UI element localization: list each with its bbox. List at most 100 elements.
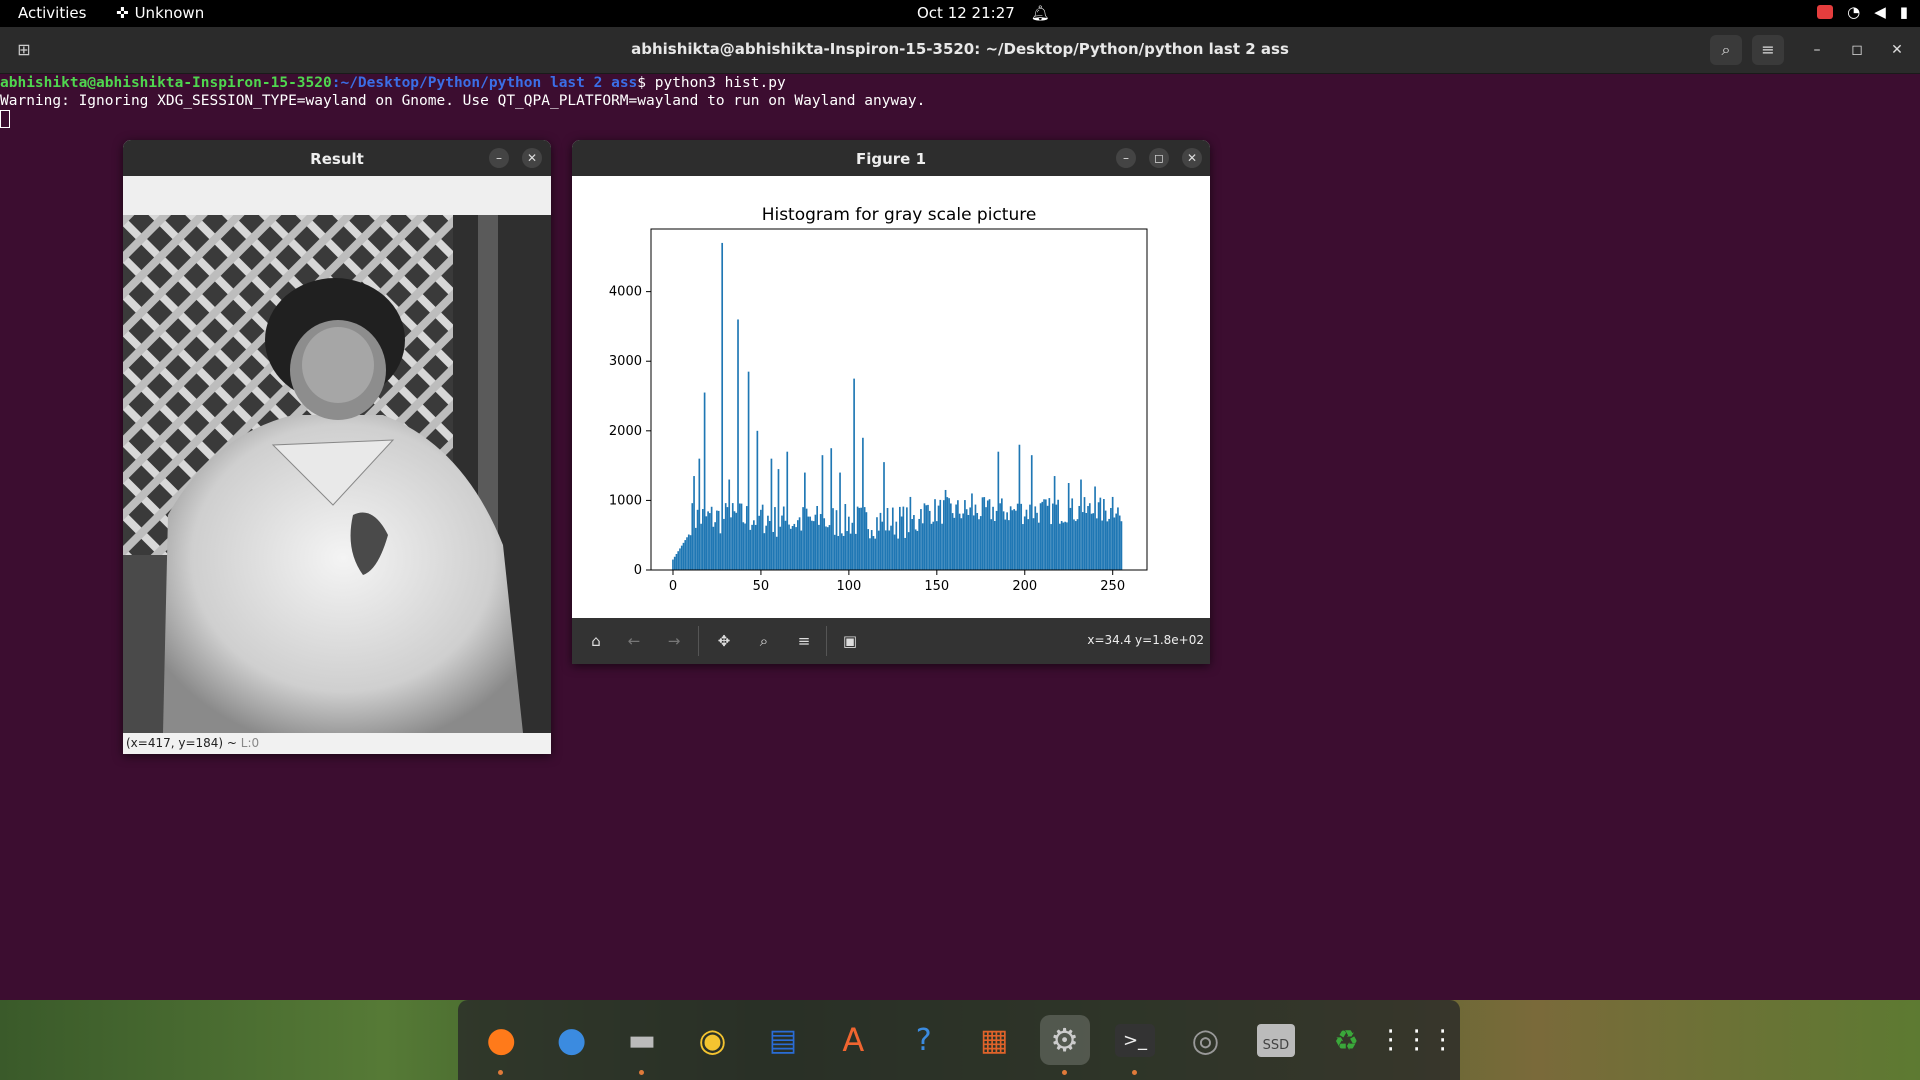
histogram-bar [1097, 502, 1100, 570]
new-tab-button[interactable]: ⊞ [17, 40, 31, 59]
menu-button[interactable]: ≡ [1752, 35, 1784, 65]
result-close-button[interactable]: ✕ [522, 148, 542, 168]
system-tray[interactable]: ◔ ◀︎ ▮ [1817, 3, 1908, 21]
configure-icon[interactable]: ≡ [797, 632, 811, 650]
dock-settings[interactable]: ⚙ [1039, 1015, 1090, 1075]
histogram-bar [702, 509, 704, 570]
dock-rhythmbox[interactable]: ◉ [687, 1015, 737, 1065]
maximize-button[interactable]: ◻ [1851, 42, 1863, 58]
clock[interactable]: Oct 12 21:27 🔔︎ [917, 4, 1050, 22]
histogram-bar [955, 504, 957, 570]
histogram-bar [1018, 444, 1021, 570]
dock-impress[interactable]: ▦ [969, 1015, 1019, 1065]
histogram-bar [795, 527, 797, 570]
screen-record-icon[interactable] [1817, 5, 1834, 19]
close-button[interactable]: ✕ [1891, 42, 1903, 58]
dock-firefox[interactable]: ● [476, 1015, 526, 1075]
back-icon[interactable]: ← [627, 632, 641, 650]
histogram-bar [869, 538, 871, 570]
histogram-bar [1008, 520, 1010, 570]
histogram-bar [832, 508, 834, 570]
figure-minimize-button[interactable]: – [1116, 148, 1136, 168]
histogram-bar [784, 520, 787, 570]
histogram-bar [904, 537, 906, 570]
activities-button[interactable]: Activities [18, 4, 87, 22]
y-tick-label: 1000 [609, 493, 642, 508]
search-icon: ⌕ [1721, 40, 1731, 59]
histogram-bar [986, 500, 989, 570]
save-icon[interactable]: ▣ [842, 632, 858, 650]
search-button[interactable]: ⌕ [1710, 35, 1742, 65]
result-minimize-button[interactable]: – [489, 148, 509, 168]
histogram-bar [689, 535, 692, 570]
histogram-bar [786, 451, 789, 570]
histogram-bar [1039, 503, 1042, 570]
dock-disk[interactable]: ◎ [1180, 1015, 1230, 1065]
figure-close-button[interactable]: ✕ [1182, 148, 1202, 168]
terminal-icon: >_ [1114, 1023, 1156, 1057]
histogram-bar [865, 512, 868, 570]
histogram-bar [816, 505, 818, 570]
histogram-bar [844, 504, 847, 570]
dock-help[interactable]: ? [899, 1015, 949, 1065]
app-menu[interactable]: ✜ Unknown [116, 4, 204, 22]
histogram-bar [918, 518, 921, 570]
histogram-bar [1057, 499, 1059, 570]
histogram-bar [675, 553, 678, 570]
histogram-bar [1118, 515, 1121, 570]
histogram-bar [740, 503, 743, 570]
histogram-bar [923, 503, 926, 570]
histogram-bar [753, 520, 755, 570]
histogram-bar [1103, 499, 1105, 570]
histogram-bar [1023, 516, 1026, 570]
pan-icon[interactable]: ✥ [717, 632, 731, 650]
dock-ssd[interactable]: SSD [1251, 1015, 1301, 1065]
histogram-bar [1085, 513, 1088, 570]
histogram-bar [988, 499, 991, 570]
dock-software[interactable]: A [828, 1015, 878, 1065]
histogram-bar [1050, 524, 1052, 570]
histogram-bar [1052, 503, 1054, 570]
histogram-bar [737, 319, 739, 570]
dock-files[interactable]: ▬ [617, 1015, 667, 1075]
cursor-coords: x=34.4 y=1.8e+02 [1087, 633, 1204, 647]
histogram-bar [800, 530, 803, 570]
forward-icon[interactable]: → [667, 632, 681, 650]
histogram-bar [939, 499, 942, 570]
histogram-bar [1108, 518, 1110, 570]
dock-thunderbird[interactable]: ● [547, 1015, 597, 1065]
histogram-bar [976, 513, 979, 570]
histogram-bar [990, 519, 993, 570]
datetime: Oct 12 21:27 [917, 4, 1015, 22]
histogram-bar [823, 518, 826, 570]
battery-icon: ▮ [1899, 3, 1908, 21]
figure-window[interactable]: Figure 1 – ◻ ✕ Histogram for gray scale … [572, 140, 1210, 664]
dock-trash[interactable]: ♻ [1321, 1015, 1371, 1065]
result-window[interactable]: Result – ✕ (x=417, y=184) ~ L:0 [123, 140, 551, 754]
x-tick-label: 250 [1100, 579, 1125, 594]
y-tick-label: 0 [634, 563, 642, 578]
histogram-bar [1078, 505, 1081, 570]
result-titlebar[interactable]: Result – ✕ [123, 140, 551, 176]
home-icon[interactable]: ⌂ [591, 632, 601, 650]
dock-writer[interactable]: ▤ [758, 1015, 808, 1065]
plot-frame [650, 228, 1148, 571]
histogram-chart[interactable]: Histogram for gray scale picture 0 50 100 1… [572, 176, 1210, 618]
rhythmbox-icon: ◉ [698, 1021, 727, 1059]
terminal-output[interactable]: abhishikta@abhishikta-Inspiron-15-3520:~… [0, 74, 925, 128]
histogram-bar [902, 506, 905, 570]
dock-terminal[interactable]: >_ [1110, 1015, 1160, 1075]
grayscale-photo[interactable] [123, 215, 551, 733]
zoom-icon[interactable]: ⌕ [759, 632, 769, 650]
dock-show-apps[interactable]: ⋮⋮⋮ [1378, 1015, 1456, 1065]
figure-titlebar[interactable]: Figure 1 – ◻ ✕ [572, 140, 1210, 176]
histogram-bar [895, 521, 898, 570]
histogram-bar [969, 507, 972, 570]
figure-maximize-button[interactable]: ◻ [1149, 148, 1169, 168]
histogram-bar [772, 531, 775, 570]
minimize-button[interactable]: – [1813, 42, 1821, 58]
histogram-bar [1029, 504, 1031, 570]
histogram-bar [964, 500, 966, 570]
histogram-bar [1117, 507, 1119, 570]
histogram-bar [791, 526, 794, 570]
